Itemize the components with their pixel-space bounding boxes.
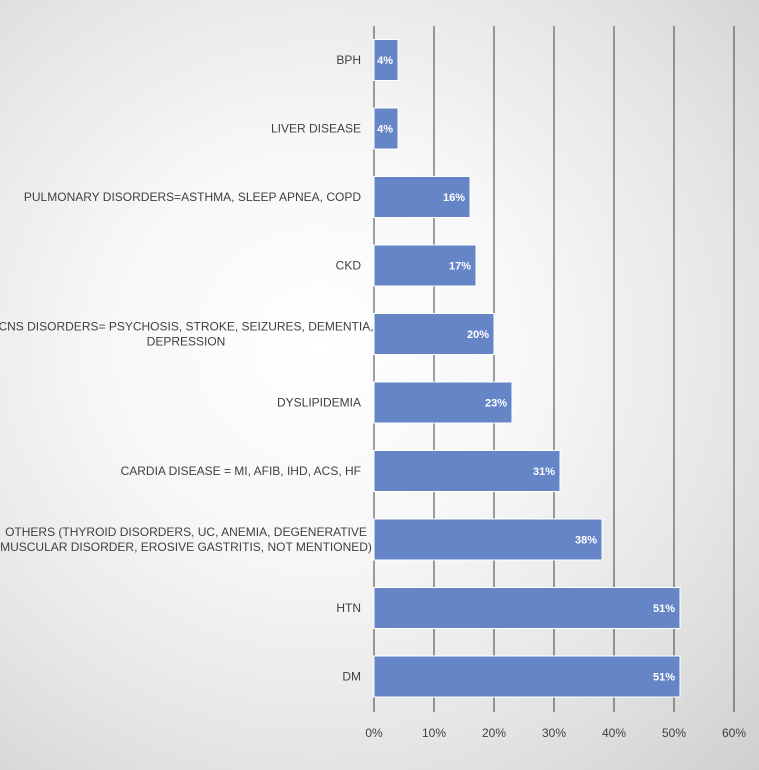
- category-label: DYSLIPIDEMIA: [277, 396, 361, 410]
- x-tick-label: 40%: [602, 726, 626, 740]
- x-tick-label: 50%: [662, 726, 686, 740]
- x-tick-label: 20%: [482, 726, 506, 740]
- category-label: CARDIA DISEASE = MI, AFIB, IHD, ACS, HF: [121, 464, 361, 478]
- bar: [373, 518, 603, 561]
- bar: [373, 587, 681, 629]
- data-label: 38%: [575, 535, 597, 547]
- category-label-line: CARDIA DISEASE = MI, AFIB, IHD, ACS, HF: [121, 464, 361, 478]
- x-tick-label: 30%: [542, 726, 566, 740]
- x-tick-label: 10%: [422, 726, 446, 740]
- category-label-line: BPH: [336, 53, 361, 67]
- x-tick-label: 0%: [365, 726, 383, 740]
- x-axis-tick-labels: 0% 10% 20% 30% 40% 50% 60%: [365, 726, 746, 740]
- data-label: 20%: [467, 329, 489, 341]
- x-tick-label: 60%: [722, 726, 746, 740]
- category-label: HTN: [336, 601, 361, 615]
- category-label: LIVER DISEASE: [271, 122, 361, 136]
- bar: [373, 107, 399, 150]
- category-label-line: PULMONARY DISORDERS=ASTHMA, SLEEP APNEA,…: [24, 190, 361, 204]
- data-label: 23%: [485, 398, 507, 410]
- category-label-line: OTHERS (THYROID DISORDERS, UC, ANEMIA, D…: [5, 525, 367, 539]
- category-label-line: DEPRESSION: [147, 335, 226, 349]
- category-label-line: CKD: [336, 259, 362, 273]
- data-label: 4%: [377, 55, 393, 67]
- bar: [373, 39, 399, 81]
- data-label: 4%: [377, 124, 393, 136]
- bar: [373, 244, 477, 287]
- category-label-line: LIVER DISEASE: [271, 122, 361, 136]
- category-labels: BPH LIVER DISEASE PULMONARY DISORDERS=ASTH…: [0, 53, 374, 684]
- bar: [373, 450, 561, 492]
- category-label: CNS DISORDERS= PSYCHOSIS, STROKE, SEIZUR…: [0, 320, 374, 349]
- data-label: 31%: [533, 466, 555, 478]
- category-label: DM: [342, 670, 361, 684]
- bar: [373, 655, 681, 698]
- category-label: PULMONARY DISORDERS=ASTHMA, SLEEP APNEA,…: [24, 190, 361, 204]
- category-label-line: CNS DISORDERS= PSYCHOSIS, STROKE, SEIZUR…: [0, 320, 374, 334]
- data-label: 17%: [449, 261, 471, 273]
- gridlines: [373, 26, 735, 712]
- category-label: BPH: [336, 53, 361, 67]
- bar: [373, 381, 513, 424]
- category-label-line: DYSLIPIDEMIA: [277, 396, 361, 410]
- data-label: 16%: [443, 192, 465, 204]
- bar: [373, 176, 471, 218]
- category-label-line: MUSCULAR DISORDER, EROSIVE GASTRITIS, NO…: [0, 540, 372, 554]
- category-label: CKD: [336, 259, 362, 273]
- bar: [373, 313, 495, 355]
- data-label: 51%: [653, 672, 675, 684]
- category-label-line: DM: [342, 670, 361, 684]
- category-label-line: HTN: [336, 601, 361, 615]
- category-label: OTHERS (THYROID DISORDERS, UC, ANEMIA, D…: [0, 525, 372, 554]
- data-label: 51%: [653, 603, 675, 615]
- bars: 4% 4% 16% 17% 20% 23% 31% 38% 51% 51%: [373, 39, 681, 698]
